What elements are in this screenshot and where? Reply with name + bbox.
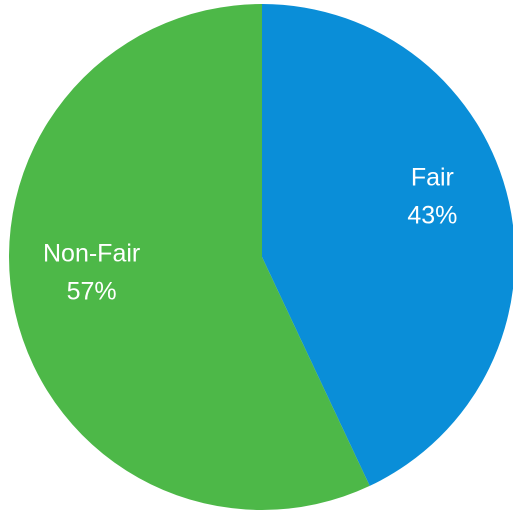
pie-slice — [9, 4, 370, 510]
slice-value-label: 43% — [407, 202, 457, 230]
pie-slice — [262, 4, 513, 486]
slice-label: Non-Fair — [43, 240, 140, 268]
slice-label: Fair — [411, 164, 454, 192]
slice-value-label: 57% — [67, 278, 117, 306]
